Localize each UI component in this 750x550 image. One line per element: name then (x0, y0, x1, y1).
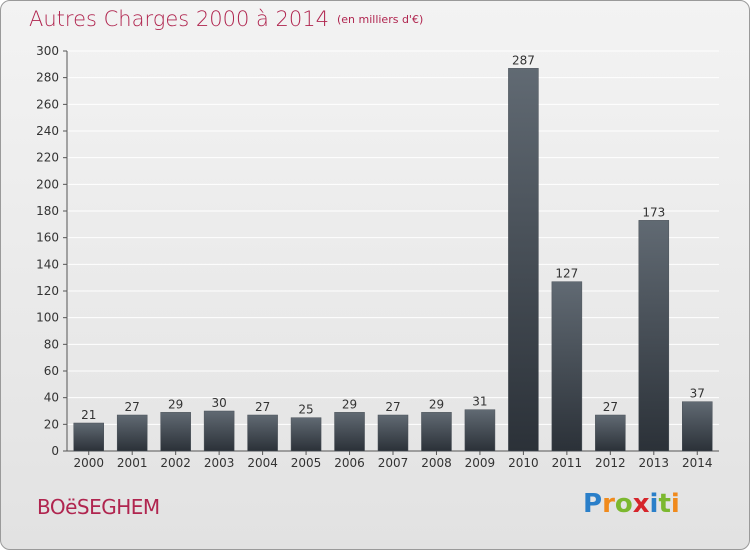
y-tick-label: 120 (36, 284, 59, 298)
y-tick-label: 0 (51, 444, 59, 458)
y-tick-label: 80 (44, 337, 59, 351)
logo-letter: r (602, 489, 615, 519)
bar-2009 (464, 409, 496, 452)
bar-value-label: 287 (512, 53, 535, 67)
y-tick-label: 180 (36, 204, 59, 218)
bar-2012 (595, 414, 626, 452)
bar-value-label: 27 (255, 400, 270, 414)
bar-value-label: 127 (555, 267, 578, 281)
x-tick-label: 2014 (682, 456, 713, 470)
bar-2004 (247, 414, 278, 452)
x-tick-label: 2010 (508, 456, 539, 470)
bar-2006 (334, 412, 365, 452)
logo-letter: t (658, 489, 671, 519)
bar-2014 (682, 401, 713, 452)
bar-2007 (377, 414, 409, 452)
y-tick-label: 280 (36, 71, 59, 85)
x-tick-label: 2009 (465, 456, 496, 470)
bar-value-label: 21 (81, 408, 96, 422)
y-tick-label: 60 (44, 364, 59, 378)
labels: 0 20 40 60 80 100 120 140 160 180 200 220 240 260 280 3… (36, 44, 712, 470)
logo-letter: i (670, 489, 680, 519)
logo-letter: o (614, 489, 633, 519)
bar-2002 (160, 412, 191, 452)
bar-value-label: 29 (168, 397, 183, 411)
bar-value-label: 29 (342, 397, 357, 411)
bar-2001 (116, 414, 148, 452)
x-tick-label: 2002 (160, 456, 191, 470)
bar-value-label: 29 (429, 397, 444, 411)
logo-letter: i (649, 489, 659, 519)
bar-value-label: 31 (472, 395, 487, 409)
bar-2003 (203, 410, 235, 452)
proxiti-logo: Proxiti (583, 489, 680, 519)
x-tick-label: 2003 (204, 456, 235, 470)
logo-letter: x (632, 489, 650, 519)
x-tick-label: 2011 (552, 456, 583, 470)
commune-name: BOëSEGHEM (37, 495, 160, 519)
bar-2008 (421, 412, 452, 452)
axes (63, 50, 719, 455)
x-tick-label: 2000 (73, 456, 104, 470)
y-tick-label: 100 (36, 311, 59, 325)
x-tick-label: 2013 (639, 456, 670, 470)
x-tick-label: 2004 (247, 456, 278, 470)
bar-value-label: 27 (125, 400, 140, 414)
bar-2010 (508, 68, 539, 452)
y-tick-label: 160 (36, 231, 59, 245)
bar-value-label: 37 (690, 387, 705, 401)
x-tick-label: 2008 (421, 456, 452, 470)
x-tick-label: 2005 (291, 456, 322, 470)
bar-value-label: 25 (298, 403, 313, 417)
bar-value-label: 27 (385, 400, 400, 414)
chart-title-unit: (en milliers d'€) (336, 13, 424, 26)
y-tick-label: 240 (36, 124, 59, 138)
gridlines (67, 50, 719, 425)
y-tick-label: 40 (44, 391, 59, 405)
y-tick-label: 140 (36, 257, 59, 271)
y-tick-label: 20 (44, 417, 59, 431)
bar-value-label: 173 (642, 205, 665, 219)
y-tick-label: 200 (36, 177, 59, 191)
bar-value-label: 30 (211, 396, 226, 410)
bars (73, 68, 713, 452)
logo-letter: P (583, 489, 603, 519)
x-tick-label: 2001 (117, 456, 148, 470)
x-tick-label: 2007 (378, 456, 409, 470)
x-tick-label: 2012 (595, 456, 626, 470)
bar-2000 (73, 422, 104, 452)
y-tick-label: 260 (36, 97, 59, 111)
bar-2011 (551, 281, 583, 452)
bar-2005 (290, 417, 322, 452)
x-tick-label: 2006 (334, 456, 365, 470)
chart-title-main: Autres Charges 2000 à 2014 (29, 7, 329, 31)
chart-title: Autres Charges 2000 à 2014 (en milliers d… (29, 7, 423, 31)
bar-value-label: 27 (603, 400, 618, 414)
y-tick-label: 220 (36, 151, 59, 165)
bar-2013 (638, 220, 670, 452)
y-tick-label: 300 (36, 44, 59, 58)
